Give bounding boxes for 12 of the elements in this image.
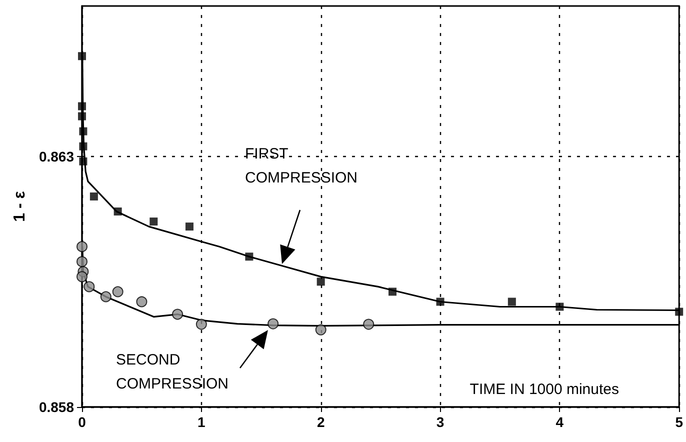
x-tick-label: 5	[675, 414, 684, 430]
x-tick-label: 3	[436, 414, 444, 430]
annotation: FIRST COMPRESSION	[245, 146, 358, 186]
y-tick-label: 0.863	[38, 148, 74, 164]
x-tick-label: 1	[198, 414, 206, 430]
x-tick-label: 2	[316, 414, 325, 430]
y-tick-label: 0.858	[38, 399, 74, 415]
y-axis-title: 1 - ε	[12, 190, 29, 222]
x-tick-label: 0	[78, 414, 86, 430]
x-axis-title: TIME IN 1000 minutes	[470, 381, 620, 398]
x-tick-label: 4	[556, 414, 564, 430]
annotation: SECOND COMPRESSION	[116, 352, 229, 392]
